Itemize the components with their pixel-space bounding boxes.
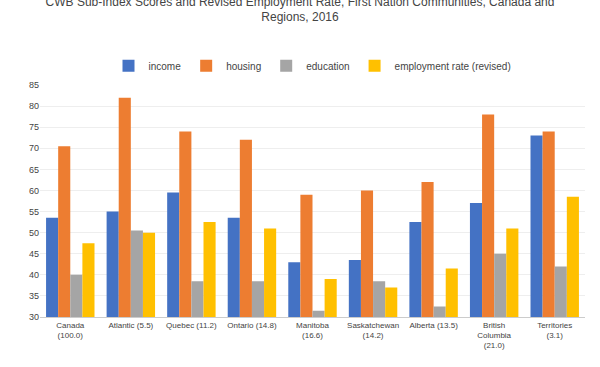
svg-text:80: 80	[29, 101, 39, 111]
svg-text:Canada(100.0): Canada(100.0)	[56, 321, 85, 340]
svg-text:45: 45	[29, 249, 39, 259]
svg-text:30: 30	[29, 312, 39, 322]
svg-text:55: 55	[29, 207, 39, 217]
svg-text:60: 60	[29, 186, 39, 196]
svg-text:75: 75	[29, 122, 39, 132]
svg-text:income: income	[149, 61, 182, 72]
svg-text:35: 35	[29, 291, 39, 301]
svg-text:Ontario (14.8): Ontario (14.8)	[227, 321, 277, 330]
svg-text:CWB Sub-Index Scores and Revis: CWB Sub-Index Scores and Revised Employm…	[46, 0, 555, 24]
svg-text:40: 40	[29, 270, 39, 280]
svg-text:Territories(3.1): Territories(3.1)	[537, 321, 572, 340]
svg-text:Saskatchewan(14.2): Saskatchewan(14.2)	[347, 321, 399, 340]
svg-text:employment rate (revised): employment rate (revised)	[395, 61, 511, 72]
svg-text:85: 85	[29, 80, 39, 90]
svg-text:Alberta (13.5): Alberta (13.5)	[409, 321, 458, 330]
svg-text:70: 70	[29, 143, 39, 153]
svg-text:50: 50	[29, 228, 39, 238]
svg-text:education: education	[306, 61, 349, 72]
svg-text:Atlantic (5.5): Atlantic (5.5)	[108, 321, 153, 330]
svg-text:65: 65	[29, 165, 39, 175]
svg-text:Quebec (11.2): Quebec (11.2)	[166, 321, 217, 330]
svg-text:BritishColumbia(21.0): BritishColumbia(21.0)	[477, 321, 511, 351]
svg-text:housing: housing	[226, 61, 261, 72]
svg-text:Manitoba(16.6): Manitoba(16.6)	[296, 321, 329, 340]
